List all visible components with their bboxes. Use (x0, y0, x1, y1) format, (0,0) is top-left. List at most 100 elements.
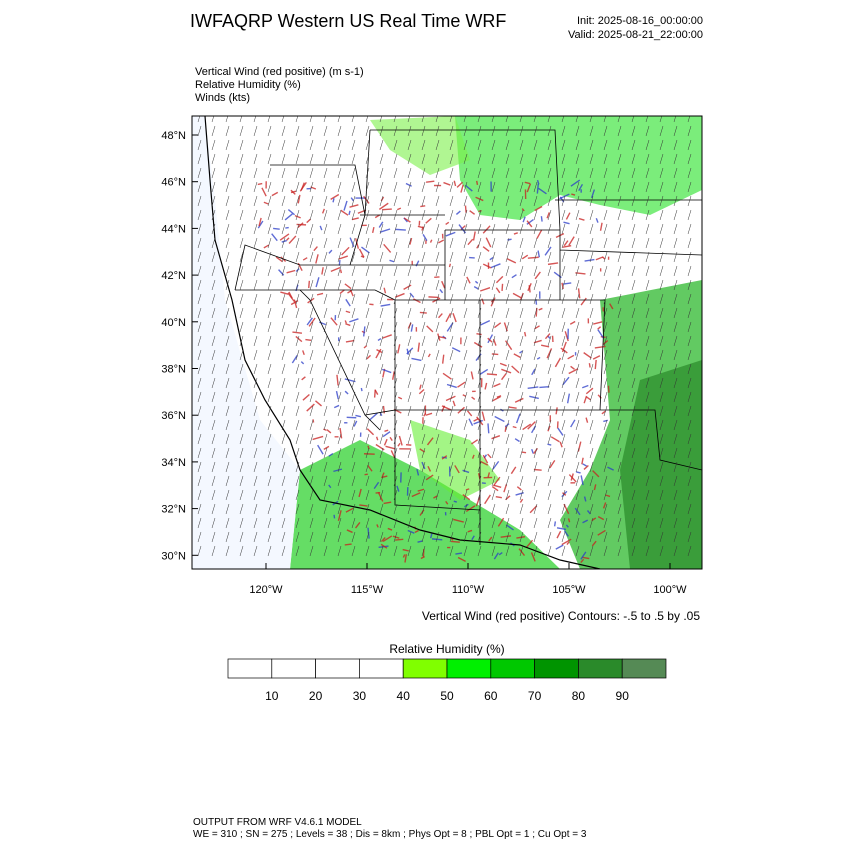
lon-label: 105°W (552, 584, 586, 596)
barb (519, 209, 524, 221)
wind-streak (495, 495, 502, 499)
barb (449, 489, 454, 501)
wind-streak (328, 249, 333, 254)
barb (673, 503, 678, 515)
barb (477, 517, 482, 529)
barb (631, 433, 636, 445)
barb (295, 433, 300, 445)
barb (603, 405, 608, 417)
lon-label: 110°W (452, 584, 485, 596)
barb (379, 363, 384, 375)
wind-streak (373, 481, 380, 489)
barb (295, 503, 300, 515)
wind-streak (471, 535, 475, 541)
wind-streak (385, 445, 396, 450)
barb (281, 209, 286, 221)
barb (253, 209, 258, 221)
barb (379, 433, 384, 445)
barb (197, 181, 202, 193)
barb (631, 447, 636, 459)
barb (197, 377, 202, 389)
barb (239, 475, 244, 487)
barb (533, 531, 538, 543)
barb (421, 251, 426, 263)
barb (463, 307, 468, 319)
barb (603, 223, 608, 235)
barb (253, 545, 258, 557)
barb (561, 125, 566, 137)
wind-streak (340, 209, 349, 216)
barb (379, 349, 384, 361)
wind-streak (514, 438, 520, 443)
barb (575, 517, 580, 529)
wind-streak (280, 291, 289, 295)
barb (491, 531, 496, 543)
wind-streak (508, 406, 517, 409)
colorbar-label: 10 (265, 689, 279, 703)
barb (575, 139, 580, 151)
barb (225, 461, 230, 473)
wind-streak (476, 180, 479, 185)
barb (477, 447, 482, 459)
wind-streak (484, 382, 488, 390)
wind-streak (357, 209, 367, 214)
barb (477, 153, 482, 165)
barb (407, 125, 412, 137)
wind-streak (521, 451, 527, 454)
barb (211, 279, 216, 291)
barb (421, 209, 426, 221)
barb (687, 116, 691, 123)
barb (435, 195, 440, 207)
barb (603, 419, 608, 431)
barb (309, 489, 314, 501)
barb (323, 223, 328, 235)
wind-streak (315, 254, 319, 264)
barb (323, 391, 328, 403)
lat-label: 42°N (161, 270, 186, 282)
barb (631, 321, 636, 333)
wind-streak (546, 212, 550, 219)
barb (617, 125, 622, 137)
wind-streak (344, 378, 356, 383)
wind-streak (584, 258, 595, 262)
barb (477, 195, 482, 207)
barb (365, 251, 370, 263)
barb (351, 237, 356, 249)
wind-streak (597, 326, 602, 330)
barb (407, 237, 412, 249)
barb (323, 475, 328, 487)
barb (547, 517, 552, 529)
map-frame (191, 115, 703, 570)
barb (281, 433, 286, 445)
barb (295, 209, 300, 221)
barb (477, 139, 482, 151)
wind-streak (323, 445, 330, 450)
barb (533, 391, 538, 403)
barb (197, 335, 202, 347)
barb (687, 349, 692, 361)
wind-streak (414, 529, 419, 534)
barb (351, 307, 356, 319)
barb (365, 363, 370, 375)
barb (463, 279, 468, 291)
barb (239, 251, 244, 263)
wind-streak (491, 353, 499, 356)
barb (645, 335, 650, 347)
lat-label: 32°N (161, 504, 186, 516)
barb (449, 335, 454, 347)
wind-streak (349, 204, 359, 208)
barb (645, 461, 650, 473)
barb (687, 377, 692, 389)
barb (379, 489, 384, 501)
barb (393, 307, 398, 319)
barb (351, 461, 356, 473)
wind-streak (519, 498, 524, 503)
wind-streak (420, 556, 425, 560)
barb (435, 321, 440, 333)
barb (589, 363, 594, 375)
barb (603, 349, 608, 361)
barb (379, 293, 384, 305)
wind-streak (521, 208, 525, 212)
barb (239, 335, 244, 347)
